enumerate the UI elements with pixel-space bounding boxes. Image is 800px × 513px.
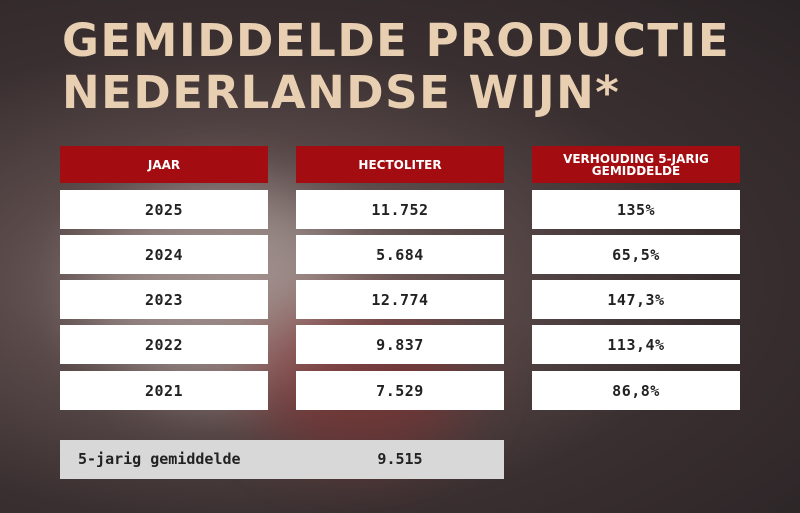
table-cell-text: 147,3% (607, 290, 665, 309)
table-cell-text: 65,5% (612, 245, 660, 264)
table-cell: 147,3% (532, 280, 740, 319)
header-cell: HECTOLITER (296, 146, 504, 183)
header-cell-text: VERHOUDING 5-JARIG GEMIDDELDE (563, 151, 709, 178)
table-cell-text: 2024 (144, 245, 184, 264)
table-cell: 2023 (60, 280, 268, 319)
table-cell-text: 2021 (144, 381, 184, 400)
title-line: NEDERLANDSE WIJN* (62, 66, 621, 119)
table-cell: 86,8% (532, 371, 740, 410)
average-label: 5-jarig gemiddelde (78, 450, 241, 468)
table-cell-text: 2023 (144, 290, 184, 309)
header-cell-text: HECTOLITER (358, 157, 442, 172)
table-cell-text: 12.774 (371, 290, 429, 309)
table-cell: 7.529 (296, 371, 504, 410)
table-cell-text: 135% (616, 200, 656, 219)
table-cell-text: 9.837 (376, 335, 424, 354)
table-cell-text: 2022 (144, 335, 184, 354)
table-cell: 2021 (60, 371, 268, 410)
table-cell: 113,4% (532, 325, 740, 364)
table-cell: 12.774 (296, 280, 504, 319)
table-cell-text: 2025 (144, 200, 184, 219)
table-cell: 11.752 (296, 190, 504, 229)
table-cell: 135% (532, 190, 740, 229)
table-cell: 9.837 (296, 325, 504, 364)
table-cell: 5.684 (296, 235, 504, 274)
header-cell-text: JAAR (147, 157, 181, 172)
average-value: 9.515 (377, 450, 423, 468)
table-cell: 2024 (60, 235, 268, 274)
table-cell: 2022 (60, 325, 268, 364)
table-cell-text: 7.529 (376, 381, 424, 400)
table-cell-text: 11.752 (371, 200, 429, 219)
table-cell-text: 5.684 (376, 245, 424, 264)
header-cell: VERHOUDING 5-JARIG GEMIDDELDE (532, 146, 740, 183)
average-row: 5-jarig gemiddelde 9.515 (60, 440, 504, 479)
table-cell: 65,5% (532, 235, 740, 274)
header-cell: JAAR (60, 146, 268, 183)
table-cell: 2025 (60, 190, 268, 229)
table-cell-text: 113,4% (607, 335, 665, 354)
table-cell-text: 86,8% (612, 381, 660, 400)
title-line: GEMIDDELDE PRODUCTIE (62, 14, 731, 67)
